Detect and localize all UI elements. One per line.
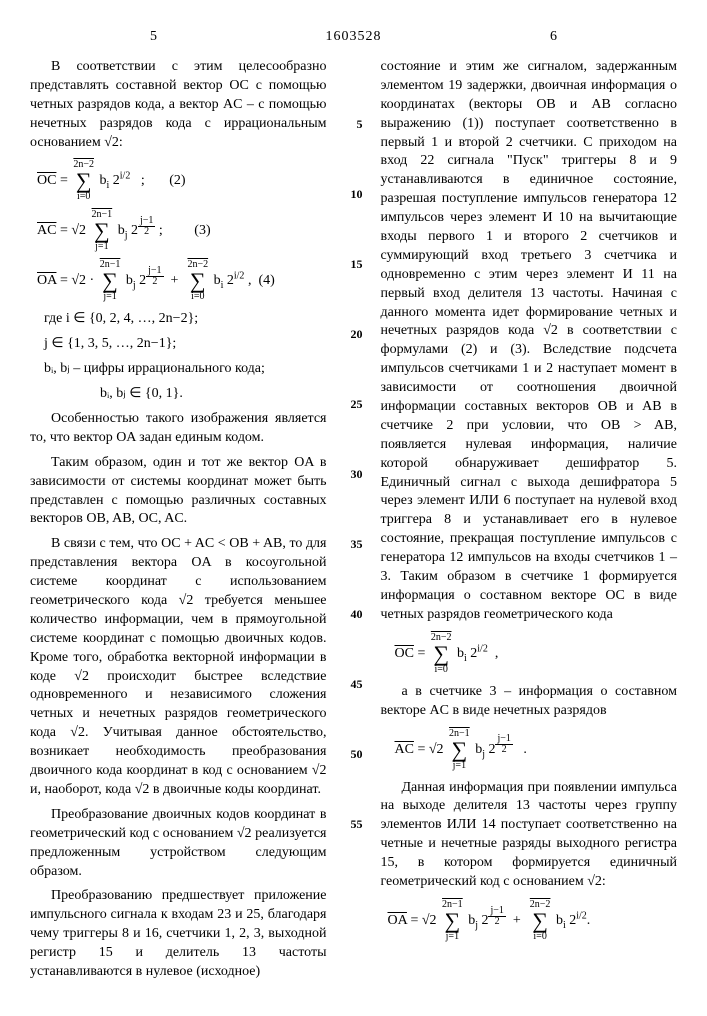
where-line-4: bᵢ, bⱼ ∈ {0, 1}. xyxy=(100,385,327,404)
line-number-gutter: 5 10 15 20 25 30 35 40 45 50 55 xyxy=(345,58,363,988)
page-number-right: 6 xyxy=(550,28,557,47)
where-line-2: j ∈ {1, 3, 5, …, 2n−1}; xyxy=(44,335,327,354)
page-number-left: 5 xyxy=(150,28,157,47)
linenum: 5 xyxy=(357,116,363,132)
two-column-layout: В соответствии с этим целесообразно пред… xyxy=(30,58,677,988)
left-para-6: Преобразованию предшествует приложение и… xyxy=(30,887,327,981)
left-para-1: В соответствии с этим целесообразно пред… xyxy=(30,58,327,152)
formula-oa-right: OA = √2 2n−1∑j=1 bj 2j−12 + 2n−2∑i=0 bi … xyxy=(381,900,678,942)
formula-3: AC = √2 2n−1∑j=1 bj 2j−12 ; (3) xyxy=(30,210,327,252)
right-para-2: а в счетчике 3 – информация о составном … xyxy=(381,683,678,721)
formula-ac-right: AC = √2 2n−1∑j=1 bj 2j−12 . xyxy=(381,729,678,771)
linenum: 50 xyxy=(351,746,363,762)
left-para-2: Особенностью такого изображения является… xyxy=(30,410,327,448)
linenum: 25 xyxy=(351,396,363,412)
where-line-1: где i ∈ {0, 2, 4, …, 2n−2}; xyxy=(44,310,327,329)
left-para-3: Таким образом, один и тот же вектор OA в… xyxy=(30,454,327,530)
linenum: 20 xyxy=(351,326,363,342)
formula-4-label: (4) xyxy=(258,274,274,289)
right-para-1: состояние и этим же сигналом, задержанны… xyxy=(381,58,678,625)
linenum: 40 xyxy=(351,606,363,622)
formula-4: OA = √2 · 2n−1∑j=1 bj 2j−12 + 2n−2∑i=0 b… xyxy=(30,260,327,302)
formula-2: OC = 2n−2∑i=0 bi 2i/2 ; (2) xyxy=(30,160,327,202)
right-column: состояние и этим же сигналом, задержанны… xyxy=(381,58,678,988)
left-column: В соответствии с этим целесообразно пред… xyxy=(30,58,327,988)
formula-2-label: (2) xyxy=(169,174,185,189)
linenum: 45 xyxy=(351,676,363,692)
left-para-5: Преобразование двоичных кодов координат … xyxy=(30,806,327,882)
where-line-3: bᵢ, bⱼ – цифры иррационального кода; xyxy=(44,360,327,379)
right-para-3: Данная информация при появлении импульса… xyxy=(381,779,678,892)
linenum: 10 xyxy=(351,186,363,202)
document-number: 1603528 xyxy=(326,28,382,47)
linenum: 35 xyxy=(351,536,363,552)
linenum: 15 xyxy=(351,256,363,272)
formula-3-label: (3) xyxy=(194,224,210,239)
formula-oc-right: OC = 2n−2∑i=0 bi 2i/2 , xyxy=(381,633,678,675)
page-header: 5 1603528 6 xyxy=(30,28,677,48)
linenum: 30 xyxy=(351,466,363,482)
left-para-4: В связи с тем, что OC + AC < OB + AB, то… xyxy=(30,535,327,799)
linenum: 55 xyxy=(351,816,363,832)
